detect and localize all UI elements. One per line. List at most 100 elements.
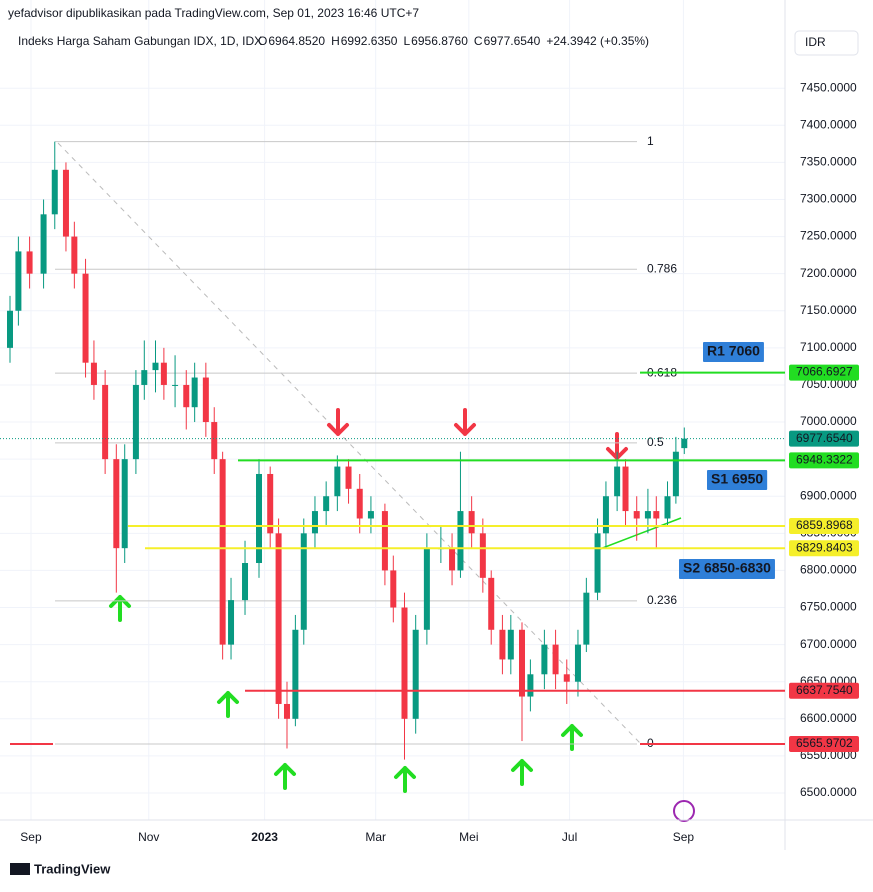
candle-body — [594, 533, 601, 593]
x-tick-label: 2023 — [251, 830, 278, 844]
level-tag — [789, 736, 859, 753]
ohlc-key: O — [258, 34, 267, 48]
candle-body — [219, 459, 226, 645]
brand: TradingView — [34, 861, 111, 876]
candle-body — [51, 169, 58, 215]
up-arrow — [511, 759, 533, 786]
annotation: R1 7060 — [707, 343, 760, 359]
candle-body — [7, 310, 13, 348]
candle-body — [211, 422, 218, 460]
candle-body — [633, 511, 640, 519]
annotation-box — [703, 342, 764, 362]
y-tick-label: 7250.0000 — [800, 229, 857, 243]
y-tick-label: 6600.0000 — [800, 711, 857, 725]
ohlc-value: 6977.6540 — [484, 34, 541, 48]
down-arrow — [454, 408, 476, 436]
candle-body — [242, 563, 249, 601]
level-label: 6859.8968 — [796, 518, 853, 532]
candle-body — [26, 251, 33, 274]
ohlc-value: 6964.8520 — [268, 34, 325, 48]
y-tick-label: 7150.0000 — [800, 303, 857, 317]
y-tick-label: 6800.0000 — [800, 563, 857, 577]
x-tick-label: Sep — [20, 830, 42, 844]
candle-body — [519, 629, 526, 697]
y-tick-label: 7400.0000 — [800, 117, 857, 131]
candle-body — [300, 533, 307, 630]
candle-body — [334, 466, 341, 497]
candle-body — [71, 236, 78, 274]
x-tick-label: Nov — [138, 830, 159, 844]
candle-body — [102, 384, 109, 460]
symbol: Indeks Harga Saham Gabungan IDX, 1D, IDX — [18, 34, 262, 48]
change: +24.3942 (+0.35%) — [546, 34, 649, 48]
candle-body — [401, 607, 408, 719]
down-arrow — [327, 408, 349, 436]
ohlc-value: 6956.8760 — [411, 34, 468, 48]
candle-body — [381, 511, 388, 571]
candle-body — [653, 511, 660, 519]
up-arrow — [561, 724, 583, 751]
candle-body — [228, 600, 235, 645]
candle-body — [507, 629, 514, 660]
annotation: S2 6850-6830 — [683, 560, 771, 576]
y-tick-label: 7300.0000 — [800, 192, 857, 206]
level-label: 6948.3322 — [796, 453, 853, 467]
candle-body — [664, 496, 671, 519]
candle-body — [552, 644, 559, 675]
candle-body — [267, 473, 274, 534]
y-tick-label: 7450.0000 — [800, 80, 857, 94]
currency: IDR — [805, 35, 826, 49]
candle-body — [488, 577, 495, 630]
candle-body — [390, 570, 397, 608]
fib-label: 0.786 — [647, 261, 677, 275]
x-tick-label: Jul — [562, 830, 577, 844]
y-tick-label: 7050.0000 — [800, 377, 857, 391]
annotation: S1 6950 — [711, 471, 763, 487]
legend: Indeks Harga Saham Gabungan IDX, 1D, IDX… — [18, 34, 649, 48]
y-tick-label: 7000.0000 — [800, 414, 857, 428]
candle-body — [62, 169, 69, 237]
level-tag — [789, 540, 859, 557]
y-tick-label: 7350.0000 — [800, 155, 857, 169]
x-tick-label: Sep — [673, 830, 695, 844]
y-tick-label: 6700.0000 — [800, 637, 857, 651]
candle-body — [563, 674, 570, 682]
last-price-tag — [789, 430, 859, 447]
ohlc-key: H — [331, 34, 340, 48]
annotation-box — [707, 470, 768, 490]
candle-body — [644, 511, 651, 519]
candle-body — [602, 496, 609, 534]
candle-body — [356, 488, 363, 519]
candle-body — [141, 370, 148, 385]
candle-body — [345, 466, 352, 489]
candle-body — [423, 548, 430, 630]
x-tick-label: Mar — [365, 830, 386, 844]
candle-body — [172, 384, 179, 386]
logo — [10, 863, 30, 875]
candle-body — [152, 362, 159, 371]
up-arrow — [394, 766, 416, 793]
level-label: 6637.7540 — [796, 683, 853, 697]
candle-body — [183, 384, 190, 408]
ohlc-value: 6992.6350 — [341, 34, 398, 48]
candle-body — [292, 629, 299, 719]
publisher: yefadvisor dipublikasikan pada TradingVi… — [8, 6, 419, 20]
y-tick-label: 6750.0000 — [800, 600, 857, 614]
candle-body — [614, 466, 621, 497]
candle-body — [527, 674, 534, 697]
event-icon[interactable] — [673, 800, 695, 822]
candle-body — [574, 644, 581, 682]
candle-body — [449, 548, 456, 571]
y-tick-label: 7200.0000 — [800, 266, 857, 280]
candle-body — [113, 459, 120, 549]
candle-body — [622, 466, 629, 512]
y-tick-label: 6500.0000 — [800, 785, 857, 799]
y-tick-label: 6900.0000 — [800, 488, 857, 502]
currency-button[interactable] — [794, 30, 859, 56]
candle-body — [121, 459, 128, 549]
up-arrow — [217, 691, 239, 718]
candle-body — [90, 362, 97, 385]
candle-body — [160, 362, 167, 385]
candle-body — [479, 533, 486, 578]
